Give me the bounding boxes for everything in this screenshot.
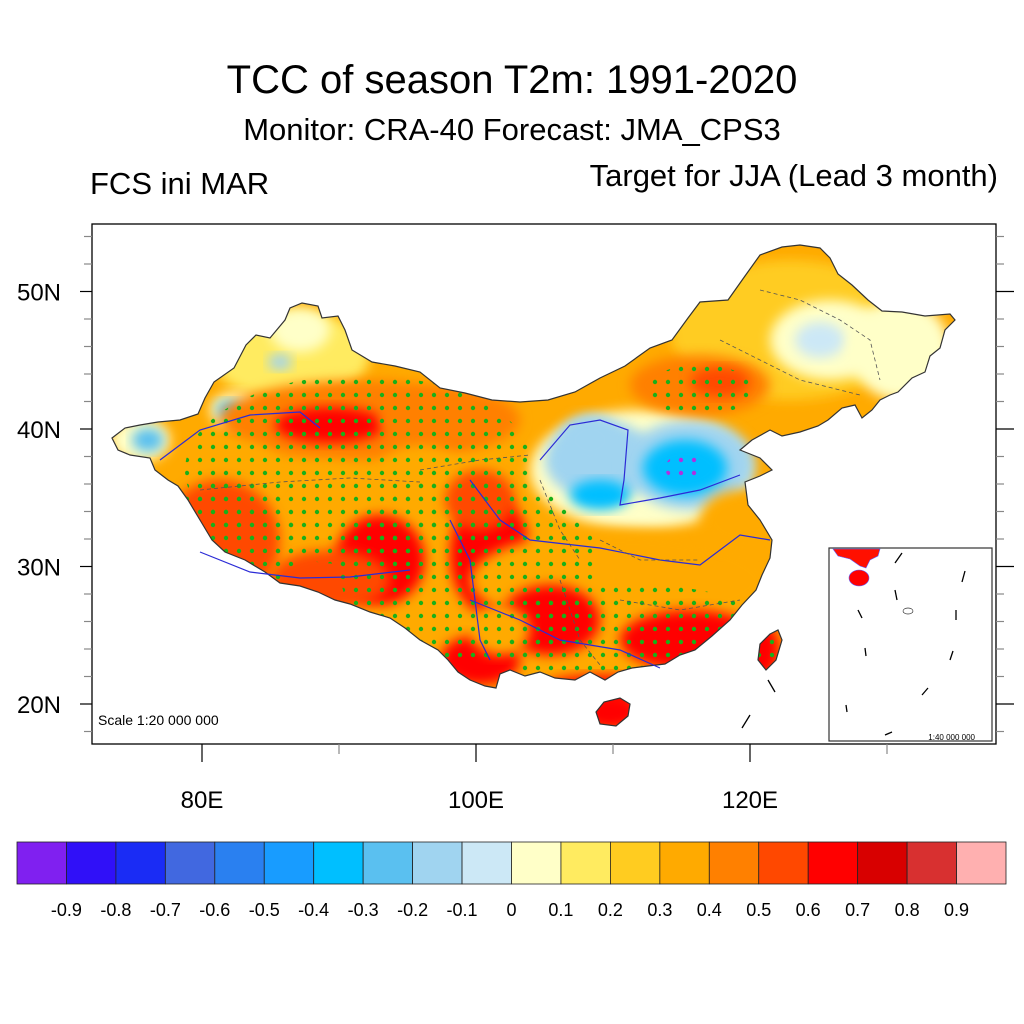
- chart-title: TCC of season T2m: 1991-2020: [226, 58, 798, 102]
- river: [159, 411, 321, 461]
- inset-hainan: [848, 569, 870, 587]
- tcc-contour-region: [580, 694, 640, 726]
- lon-tick-label: 80E: [181, 787, 224, 814]
- colorbar-swatch: [461, 841, 512, 885]
- colorbar-swatch: [610, 841, 661, 885]
- nine-dash-line-segment: [767, 679, 776, 693]
- colorbar-label: -0.1: [447, 900, 478, 920]
- colorbar-label: 0.8: [895, 900, 920, 920]
- river: [469, 599, 661, 669]
- province-border: [419, 454, 531, 471]
- tcc-contour-region: [570, 480, 630, 510]
- chart-subtitle: Monitor: CRA-40 Forecast: JMA_CPS3: [243, 112, 781, 147]
- colorbar-label: 0.6: [796, 900, 821, 920]
- colorbar-label: -0.4: [298, 900, 329, 920]
- colorbar-label: -0.6: [199, 900, 230, 920]
- colorbar-swatch: [115, 841, 166, 885]
- colorbar-swatch: [263, 841, 315, 885]
- tcc-contour-region: [700, 490, 780, 550]
- tcc-contour-region: [795, 322, 845, 358]
- colorbar-label: 0.7: [845, 900, 870, 920]
- colorbar-swatch: [560, 841, 611, 885]
- colorbar: -0.9 -0.8 -0.7 -0.6 -0.5 -0.4 -0.3 -0.2 -0.1 0 0.1…: [16, 841, 1007, 920]
- colorbar-swatch: [708, 841, 760, 885]
- lat-tick-label: 20N: [17, 692, 61, 719]
- colorbar-swatch: [956, 841, 1007, 885]
- nine-dash-line-segment: [884, 731, 893, 736]
- colorbar-swatch: [758, 841, 809, 885]
- inset-scale-label: 1:40 000 000: [928, 733, 975, 742]
- lon-tick-label: 100E: [448, 787, 504, 814]
- colorbar-swatch: [807, 841, 859, 885]
- province-border: [599, 539, 700, 561]
- china-border: [111, 244, 956, 727]
- province-border: [539, 479, 581, 561]
- colorbar-swatch: [906, 841, 957, 885]
- colorbar-label: -0.2: [397, 900, 428, 920]
- colorbar-label: 0.3: [647, 900, 672, 920]
- significance-dots-negative: [665, 454, 705, 482]
- nine-dash-line-segment: [961, 570, 966, 583]
- scale-label: Scale 1:20 000 000: [98, 712, 219, 728]
- lat-tick-label: 30N: [17, 555, 61, 582]
- lat-tick-label: 40N: [17, 417, 61, 444]
- nine-dash-line-segment: [741, 714, 751, 729]
- inset-mainland: [832, 548, 881, 569]
- colorbar-label: 0.4: [697, 900, 722, 920]
- significance-dots: [500, 585, 780, 695]
- river: [539, 419, 741, 506]
- river: [449, 519, 491, 661]
- colorbar-swatch: [214, 841, 265, 885]
- tcc-contour-region: [268, 354, 292, 370]
- colorbar-swatch: [659, 841, 710, 885]
- axes: 50N 40N 30N 20N 80E 100E 120E: [17, 235, 1014, 814]
- boundaries: [111, 244, 956, 729]
- nine-dash-line-segment: [894, 589, 898, 601]
- colorbar-label: 0.1: [548, 900, 573, 920]
- tcc-contour-region: [132, 428, 164, 452]
- colorbar-swatch: [362, 841, 413, 885]
- lat-tick-label: 50N: [17, 280, 61, 307]
- south-china-sea-inset: 1:40 000 000: [828, 547, 993, 742]
- nine-dash-line-segment: [894, 552, 903, 564]
- colorbar-swatch: [164, 841, 216, 885]
- province-border: [759, 289, 881, 381]
- nine-dash-line-segment: [845, 704, 848, 713]
- nine-dash-line-segment: [921, 687, 929, 696]
- colorbar-swatch: [511, 841, 562, 885]
- lon-tick-label: 120E: [722, 787, 778, 814]
- colorbar-label: -0.3: [348, 900, 379, 920]
- colorbar-label: -0.8: [100, 900, 131, 920]
- colorbar-label: -0.5: [249, 900, 280, 920]
- province-border: [619, 599, 741, 611]
- colorbar-swatch: [313, 841, 364, 885]
- colorbar-label: 0.2: [598, 900, 623, 920]
- nine-dash-line-segment: [949, 650, 954, 661]
- colorbar-swatch: [857, 841, 908, 885]
- colorbar-label: 0.5: [746, 900, 771, 920]
- significance-dots: [645, 365, 755, 415]
- colorbar-label: 0: [506, 900, 516, 920]
- tcc-contour-region: [560, 415, 620, 465]
- nine-dash-line-segment: [857, 609, 863, 619]
- province-border: [719, 339, 861, 396]
- colorbar-label: -0.7: [150, 900, 181, 920]
- tcc-contour-region: [540, 675, 660, 705]
- right-label: Target for JJA (Lead 3 month): [589, 158, 998, 193]
- left-label: FCS ini MAR: [90, 166, 270, 201]
- province-border: [559, 579, 601, 666]
- colorbar-swatch: [66, 841, 117, 885]
- colorbar-label: 0.9: [944, 900, 969, 920]
- colorbar-label: -0.9: [51, 900, 82, 920]
- colorbar-swatch: [16, 841, 67, 885]
- river: [199, 551, 411, 579]
- inset-islands: [902, 607, 914, 615]
- province-border: [199, 477, 421, 491]
- river: [469, 479, 771, 566]
- nine-dash-line-segment: [864, 647, 867, 657]
- colorbar-swatch: [412, 841, 463, 885]
